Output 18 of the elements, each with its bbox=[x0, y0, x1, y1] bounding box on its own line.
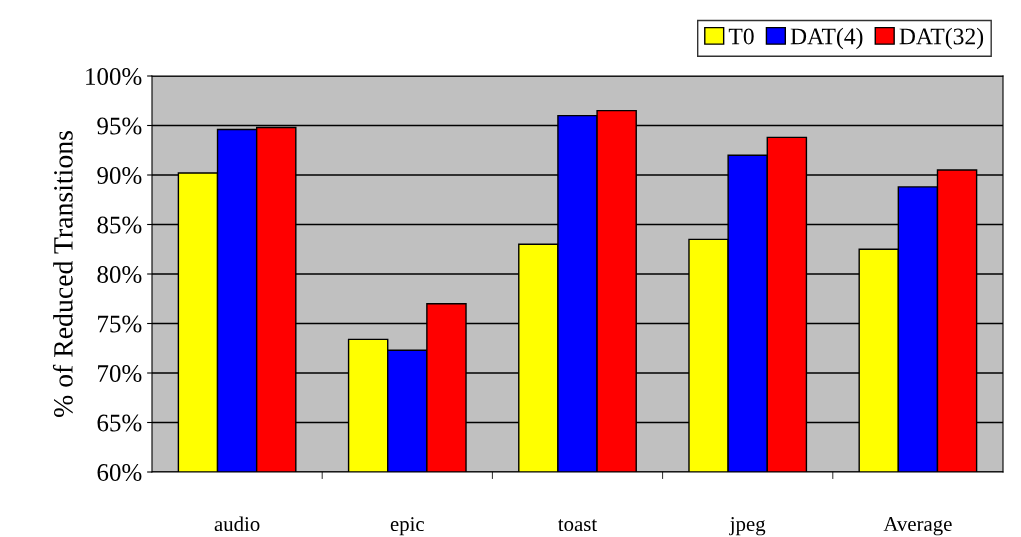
y-tick-label: 95% bbox=[97, 117, 142, 135]
legend-label: T0 bbox=[728, 28, 754, 45]
y-tick-label: 60% bbox=[97, 464, 142, 481]
y-tick-label: 100% bbox=[86, 68, 142, 85]
y-tick-label: 70% bbox=[98, 365, 142, 382]
x-tick-label: toast bbox=[558, 519, 598, 532]
y-axis-title: % of Reduced Transitions bbox=[52, 131, 73, 417]
y-tick-label: 90% bbox=[97, 167, 142, 184]
x-tick-label: Average bbox=[883, 517, 952, 536]
y-tick-label: 85% bbox=[97, 216, 142, 234]
y-tick-label: 80% bbox=[97, 266, 142, 283]
y-tick-label: 75% bbox=[98, 315, 142, 333]
x-tick-label: jpeg bbox=[729, 517, 766, 536]
x-tick-label: audio bbox=[214, 516, 260, 532]
y-tick-label: 65% bbox=[97, 414, 142, 432]
legend-label: DAT(32) bbox=[899, 27, 984, 50]
legend-label: DAT(4) bbox=[790, 27, 863, 50]
x-tick-label: epic bbox=[390, 517, 425, 536]
